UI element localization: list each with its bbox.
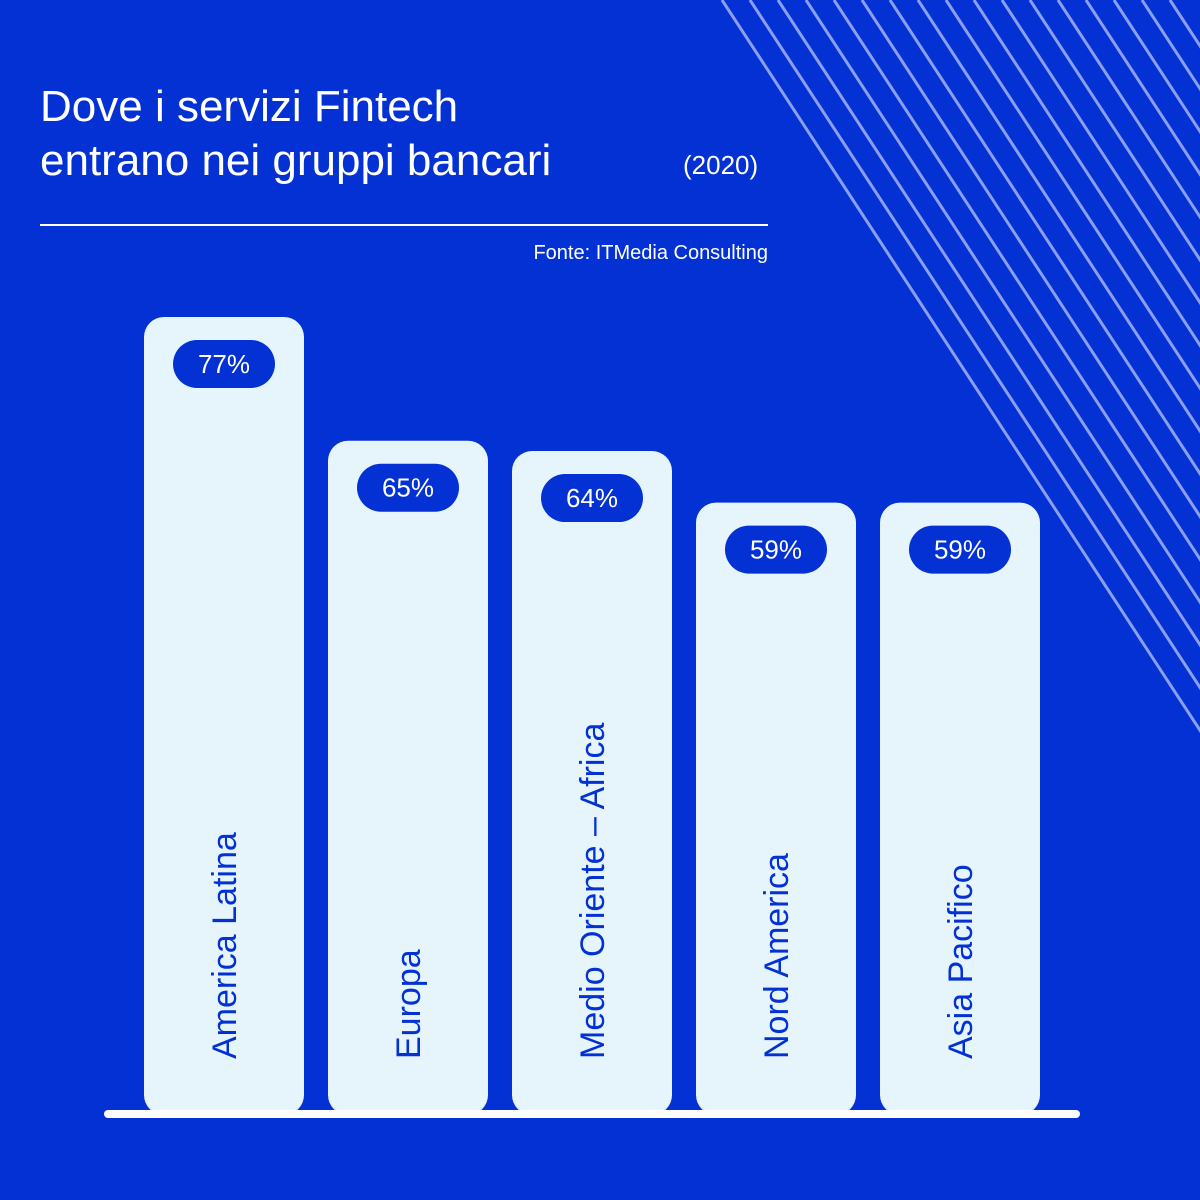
value-label: 65% [382,473,434,503]
value-label: 59% [750,535,802,565]
value-pill [909,525,1011,574]
decor-stripe [972,0,1200,349]
category-label: Medio Oriente – Africa [574,723,612,1059]
category-label: Europa [390,949,428,1059]
decor-stripe [916,0,1200,434]
title-line-1: Dove i servizi Fintech [40,82,459,131]
decor-stripe [804,0,1200,605]
category-label: America Latina [206,832,244,1059]
category-label: Asia Pacifico [942,864,980,1059]
title-line-2: entrano nei gruppi bancari [40,136,552,185]
category-label: Nord America [758,853,796,1059]
decor-stripe [860,0,1200,520]
value-pill [541,474,643,523]
decor-stripe [720,0,1200,734]
decor-stripe [944,0,1200,391]
source-label: Fonte: ITMedia Consulting [533,242,768,264]
bar [880,502,1040,1116]
decor-stripe [1028,0,1200,263]
bar [144,317,304,1115]
value-pill [357,463,459,512]
title-divider [40,224,768,226]
value-label: 59% [934,535,986,565]
decor-stripe [1000,0,1200,306]
decor-stripe [888,0,1200,477]
value-pill [725,525,827,574]
chart-baseline [104,1110,1080,1118]
decor-stripe [748,0,1200,691]
decor-stripe [1112,0,1200,135]
diagonal-stripes-decoration [720,0,1200,734]
bar-chart: 77% America Latina 65% Europa 64% Medio Orien… [144,317,1040,1116]
value-pill [173,340,275,388]
value-label: 64% [566,483,618,513]
decor-stripe [832,0,1200,562]
decor-stripe [1084,0,1200,177]
bar [512,451,672,1115]
decor-stripe [1140,0,1200,92]
bar [328,440,488,1116]
bar [696,502,856,1116]
chart-title: Dove i servizi Fintech entrano nei grupp… [40,80,551,188]
decor-stripe [1056,0,1200,220]
year-label: (2020) [683,150,759,180]
value-label: 77% [198,349,250,379]
decor-stripe [776,0,1200,648]
